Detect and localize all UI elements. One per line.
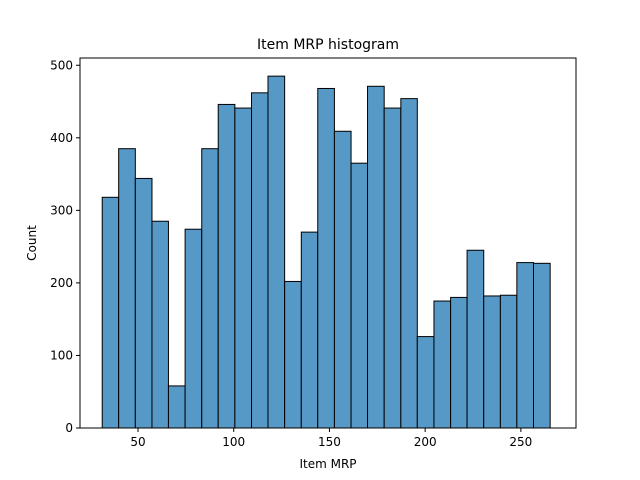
histogram-bar [333,130,352,429]
histogram-bar [251,92,269,429]
x-axis-label: Item MRP [299,457,356,471]
y-axis-label: Count [25,225,39,261]
x-tick-label: 250 [509,435,532,449]
histogram-bar [317,87,335,429]
histogram-bar [284,280,302,429]
histogram-bar [184,228,203,429]
histogram-bar [483,295,501,429]
x-tick-label: 200 [414,435,437,449]
histogram-bar [167,385,186,429]
histogram-bar [267,75,286,429]
y-axis-ticks: 0 100 200 300 400 500 [50,58,80,435]
histogram-bar [499,294,518,429]
histogram-bar [350,162,369,429]
histogram-bar [300,231,319,429]
histogram-bar [118,148,136,429]
histogram-bar [433,300,452,429]
histogram-bar [134,177,153,429]
histogram-bar [400,98,418,429]
x-axis-ticks: 50 100 150 200 250 [130,428,532,449]
x-tick-label: 100 [222,435,245,449]
histogram-bar [450,296,468,429]
histogram-bars [101,75,551,429]
y-tick-label: 400 [50,131,73,145]
plot-area-frame [79,57,577,429]
histogram-bar [516,262,535,429]
histogram-bar [367,85,385,429]
y-tick-label: 500 [50,58,73,72]
histogram-bar [201,148,219,429]
histogram-bar [234,107,253,429]
x-tick-label: 50 [130,435,145,449]
histogram-bar [217,103,236,429]
histogram-bar [466,249,485,429]
histogram-bar [383,107,402,429]
histogram-bar [151,220,169,429]
x-tick-label: 150 [318,435,341,449]
histogram-bar [533,262,551,429]
y-tick-label: 200 [50,276,73,290]
histogram-bar [101,196,120,429]
chart-title: Item MRP histogram [257,37,399,53]
histogram-bar [416,336,435,429]
y-tick-label: 0 [65,421,73,435]
y-tick-label: 300 [50,203,73,217]
y-tick-label: 100 [50,348,73,362]
